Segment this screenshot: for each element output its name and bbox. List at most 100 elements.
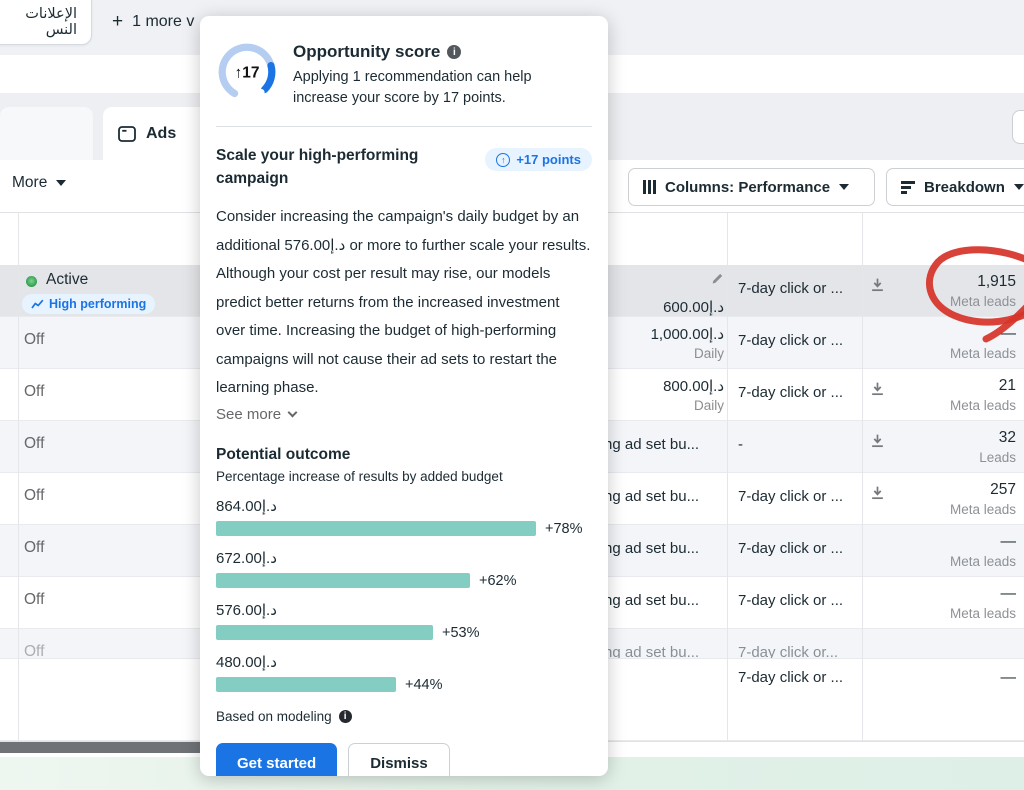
delivery-cell: Off [24, 473, 194, 524]
results-value: 1,915 [977, 273, 1016, 290]
partial-button[interactable] [1012, 110, 1024, 144]
results-type-label: Meta leads [949, 346, 1016, 361]
recommendation-body: Consider increasing the campaign's daily… [216, 208, 591, 396]
see-more-label: See more [216, 405, 282, 423]
edit-pencil-icon[interactable] [710, 272, 724, 286]
results-cell: 21 Meta leads [880, 369, 1016, 420]
bar [216, 677, 396, 692]
attribution-cell: 7-day click or ... [738, 592, 844, 609]
tab-adsets-partial[interactable] [0, 107, 93, 160]
budget-value: ng ad set bu... [604, 488, 700, 505]
bar-value-label: +53% [442, 624, 480, 641]
budget-value: ng ad set bu... [604, 644, 700, 659]
column-divider [727, 213, 728, 741]
results-value: 21 [998, 377, 1016, 394]
delivery-status-label: Off [24, 591, 45, 608]
plus-icon: + [112, 11, 124, 32]
bar-chart-item: 672.00د.إ +62% [216, 549, 592, 589]
budget-cell: ng ad set bu... [604, 421, 724, 472]
points-badge-label: +17 points [516, 152, 581, 167]
delivery-status-label: Off [24, 383, 45, 400]
budget-cell: ng ad set bu... [604, 473, 724, 524]
delivery-cell: Off [24, 629, 194, 658]
delivery-cell: Off [24, 317, 194, 368]
results-value: 257 [990, 481, 1016, 498]
attribution-cell: - [738, 436, 743, 453]
results-value: — [1000, 325, 1017, 342]
points-badge: +17 points [485, 148, 592, 171]
results-value: — [1000, 585, 1017, 602]
budget-cell: ng ad set bu... [604, 629, 724, 658]
see-more-link[interactable]: See more [200, 403, 312, 423]
more-label: More [12, 174, 48, 191]
results-type-label: Meta leads [949, 294, 1016, 309]
delivery-status-label: Active [46, 271, 89, 288]
bar-category-label: 480.00د.إ [216, 653, 277, 671]
more-dropdown[interactable]: More [12, 174, 67, 192]
download-icon[interactable] [870, 433, 885, 448]
delivery-status-label: Off [24, 435, 45, 452]
results-type-label: Meta leads [949, 502, 1016, 517]
campaign-name-tab[interactable]: الإعلانات النس [0, 0, 92, 45]
column-divider [862, 213, 863, 741]
delivery-cell: Off [24, 421, 194, 472]
results-type-label: Meta leads [949, 606, 1016, 621]
score-gauge-icon: ↑17 [218, 43, 276, 98]
info-icon[interactable] [447, 45, 462, 59]
arrow-up-circle-icon [496, 152, 511, 167]
opportunity-score-popup: ↑17 Opportunity score Applying 1 recomme… [200, 16, 608, 776]
get-started-button[interactable]: Get started [216, 742, 338, 776]
horizontal-scrollbar-thumb[interactable] [0, 742, 205, 753]
results-cell: — Meta leads [880, 525, 1016, 576]
bar-value-label: +78% [545, 520, 583, 537]
budget-value: 600.00د.إ [663, 299, 724, 316]
delivery-status-label: Off [24, 487, 45, 504]
budget-cell: ng ad set bu... [604, 525, 724, 576]
attribution-cell: 7-day click or ... [738, 332, 844, 349]
dismiss-button[interactable]: Dismiss [348, 742, 450, 776]
popup-header: ↑17 Opportunity score Applying 1 recomme… [200, 16, 608, 126]
download-icon[interactable] [870, 485, 885, 500]
trending-up-icon [31, 299, 44, 309]
campaign-name-label: الإعلانات النس [25, 5, 77, 38]
columns-button[interactable]: Columns: Performance [628, 168, 875, 206]
results-type-label: Meta leads [949, 398, 1016, 413]
chevron-down-icon [56, 180, 67, 186]
score-delta-value: ↑17 [235, 65, 260, 82]
budget-value: ng ad set bu... [604, 592, 700, 609]
chevron-down-icon [1013, 184, 1024, 190]
columns-label: Columns: Performance [665, 178, 831, 196]
budget-period-label: Daily [693, 398, 724, 413]
chevron-down-icon [839, 184, 850, 190]
attribution-cell: 7-day click or ... [738, 280, 844, 297]
attribution-cell: 7-day click or ... [738, 540, 844, 557]
results-cell: 257 Meta leads [880, 473, 1016, 524]
active-status-icon [26, 276, 37, 287]
budget-value: ng ad set bu... [604, 540, 700, 557]
attribution-cell: 7-day click or ... [738, 669, 844, 686]
delivery-cell [24, 659, 194, 740]
bar-chart-item: 480.00د.إ +44% [216, 653, 592, 693]
bar-value-label: +44% [405, 676, 443, 693]
more-tabs-label: 1 more v [132, 12, 195, 30]
budget-cell: 600.00د.إ [600, 265, 724, 316]
popup-subtitle: Applying 1 recommendation can help incre… [293, 69, 532, 106]
download-icon[interactable] [870, 277, 885, 292]
budget-value: 800.00د.إ [663, 378, 724, 395]
delivery-cell: Active High performing [22, 265, 194, 316]
download-icon[interactable] [870, 381, 885, 396]
delivery-status-label: Off [24, 539, 45, 556]
delivery-cell: Off [24, 369, 194, 420]
bar-category-label: 576.00د.إ [216, 601, 277, 619]
high-performing-badge: High performing [22, 294, 156, 314]
more-tabs-link[interactable]: + 1 more v [112, 12, 194, 31]
budget-cell: ng ad set bu... [604, 577, 724, 628]
results-value: 32 [998, 429, 1016, 446]
delivery-status-label: Off [24, 331, 45, 348]
bar-chart-item: 864.00د.إ +78% [216, 497, 592, 537]
info-icon[interactable] [338, 709, 352, 723]
bar [216, 625, 433, 640]
breakdown-button[interactable]: Breakdown [886, 168, 1024, 206]
ads-icon [118, 125, 136, 142]
columns-icon [643, 180, 656, 194]
